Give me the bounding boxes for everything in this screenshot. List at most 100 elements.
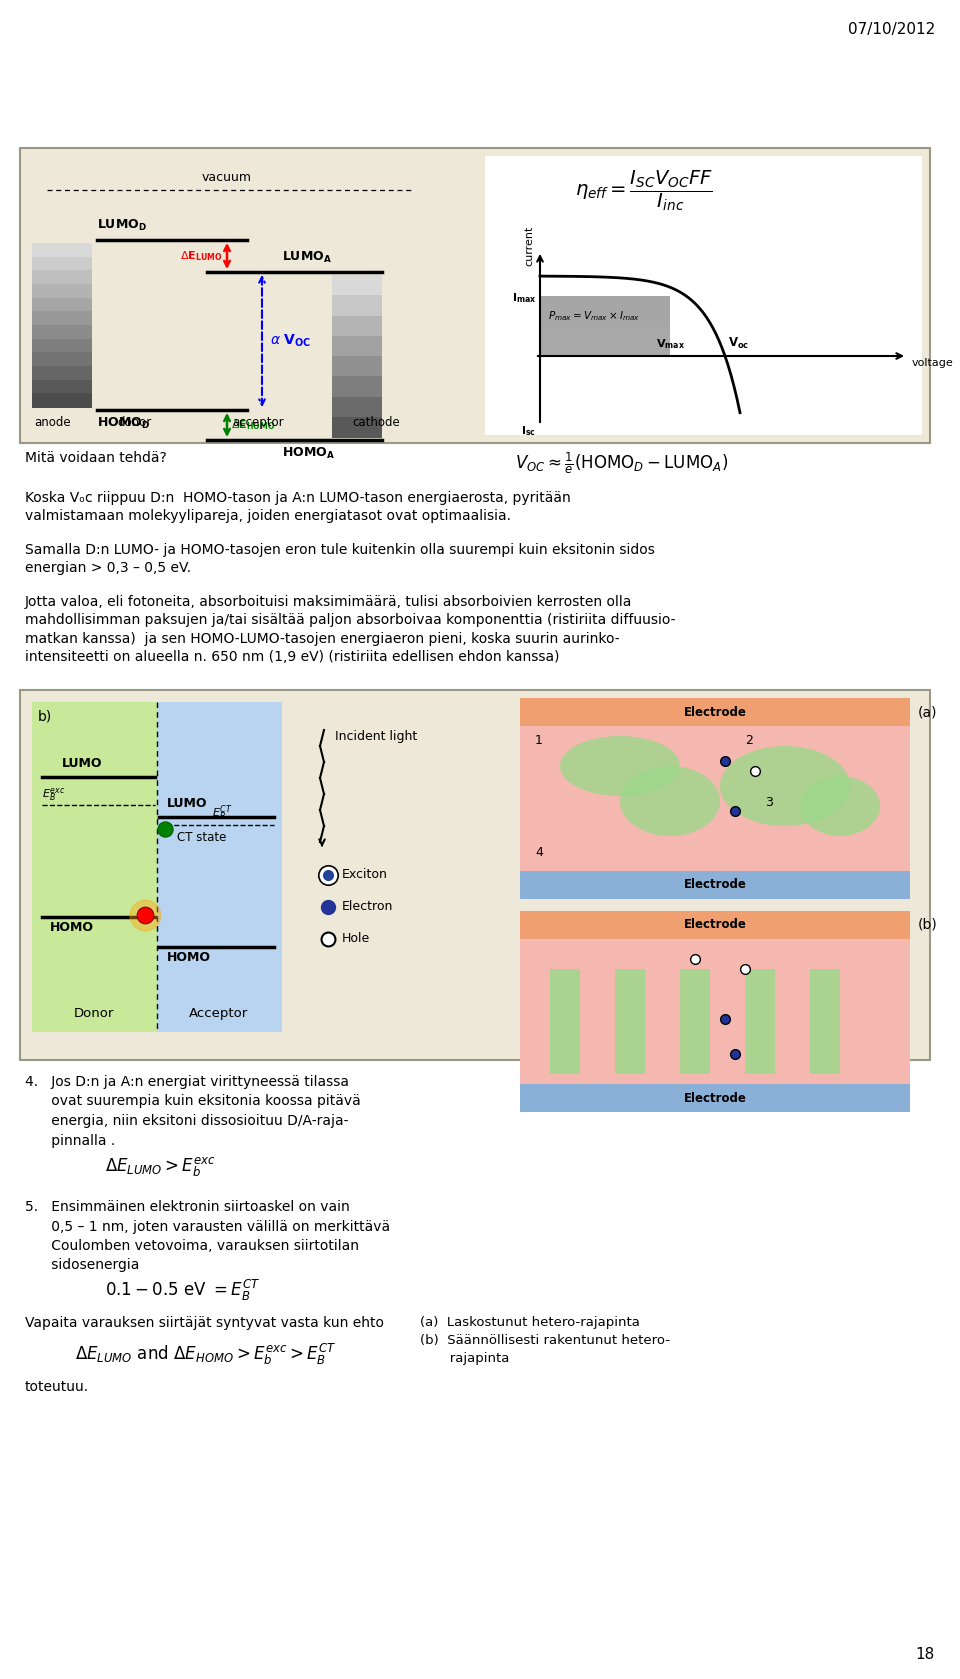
Bar xyxy=(540,296,670,356)
Bar xyxy=(32,297,92,312)
Bar xyxy=(20,148,930,443)
Text: Exciton: Exciton xyxy=(342,868,388,881)
Text: $\Delta\mathbf{E_{LUMO}}$: $\Delta\mathbf{E_{LUMO}}$ xyxy=(180,248,222,264)
Text: 5.   Ensimmäinen elektronin siirtoaskel on vain
      0,5 – 1 nm, joten varauste: 5. Ensimmäinen elektronin siirtoaskel on… xyxy=(25,1200,390,1273)
Text: Mitä voidaan tehdä?: Mitä voidaan tehdä? xyxy=(25,452,167,465)
Text: LUMO: LUMO xyxy=(62,757,103,771)
Text: toteutuu.: toteutuu. xyxy=(25,1380,89,1394)
Text: $\eta_{eff} = \dfrac{I_{SC}V_{OC}FF}{I_{inc}}$: $\eta_{eff} = \dfrac{I_{SC}V_{OC}FF}{I_{… xyxy=(575,168,713,213)
Text: HOMO: HOMO xyxy=(167,950,211,964)
Text: Samalla D:n LUMO- ja HOMO-tasojen eron tule kuitenkin olla suurempi kuin eksiton: Samalla D:n LUMO- ja HOMO-tasojen eron t… xyxy=(25,542,655,576)
Text: $\mathbf{V_{oc}}$: $\mathbf{V_{oc}}$ xyxy=(728,336,749,351)
Ellipse shape xyxy=(800,776,880,836)
Text: Jotta valoa, eli fotoneita, absorboituisi maksimimäärä, tulisi absorboivien kerr: Jotta valoa, eli fotoneita, absorboituis… xyxy=(25,594,676,665)
Bar xyxy=(332,416,382,438)
Text: Electrode: Electrode xyxy=(684,1091,747,1105)
Bar xyxy=(520,1085,910,1111)
Text: 07/10/2012: 07/10/2012 xyxy=(848,22,935,37)
Text: acceptor: acceptor xyxy=(232,416,283,430)
Text: $P_{max} = V_{max} \times I_{max}$: $P_{max} = V_{max} \times I_{max}$ xyxy=(548,309,640,322)
Text: Electrode: Electrode xyxy=(684,918,747,932)
Bar xyxy=(32,311,92,326)
Text: (a)  Laskostunut hetero-rajapinta
(b)  Säännöllisesti rakentunut hetero-
       : (a) Laskostunut hetero-rajapinta (b) Sää… xyxy=(420,1316,670,1365)
Bar xyxy=(32,243,92,257)
Text: CT state: CT state xyxy=(177,831,227,845)
Bar xyxy=(32,339,92,353)
Bar xyxy=(20,690,930,1059)
Bar xyxy=(32,393,92,408)
Text: $\Delta\mathbf{E_{HOMO}}$: $\Delta\mathbf{E_{HOMO}}$ xyxy=(231,418,276,432)
Text: anode: anode xyxy=(34,416,71,430)
Text: LUMO: LUMO xyxy=(167,798,207,809)
Text: $E_B^{CT}$: $E_B^{CT}$ xyxy=(212,803,232,823)
Bar xyxy=(810,969,840,1075)
Bar xyxy=(520,871,910,898)
Text: $V_{OC} \approx \frac{1}{e}(\mathrm{HOMO}_D - \mathrm{LUMO}_A)$: $V_{OC} \approx \frac{1}{e}(\mathrm{HOMO… xyxy=(515,452,729,477)
Text: current: current xyxy=(524,225,534,267)
Bar xyxy=(32,270,92,285)
Bar xyxy=(32,326,92,339)
Bar xyxy=(520,912,910,939)
Bar xyxy=(32,366,92,381)
Bar xyxy=(32,257,92,272)
Bar xyxy=(745,969,775,1075)
Text: Electron: Electron xyxy=(342,900,394,913)
Bar xyxy=(540,326,670,356)
Bar xyxy=(520,939,910,1085)
Bar xyxy=(550,969,580,1075)
Bar xyxy=(520,698,910,725)
Text: (b): (b) xyxy=(918,918,938,932)
Text: $\mathbf{HOMO_A}$: $\mathbf{HOMO_A}$ xyxy=(282,447,335,462)
Bar xyxy=(32,353,92,368)
Text: Koska Vₒᴄ riippuu D:n  HOMO-tason ja A:n LUMO-tason energiaerosta, pyritään
valm: Koska Vₒᴄ riippuu D:n HOMO-tason ja A:n … xyxy=(25,490,571,524)
Text: 1: 1 xyxy=(535,734,542,747)
Text: HOMO: HOMO xyxy=(50,922,94,934)
Text: $0.1 - 0.5$ eV $= E_B^{CT}$: $0.1 - 0.5$ eV $= E_B^{CT}$ xyxy=(105,1278,260,1303)
Text: $\Delta E_{LUMO}$ and $\Delta E_{HOMO} > E_b^{exc} > E_B^{CT}$: $\Delta E_{LUMO}$ and $\Delta E_{HOMO} >… xyxy=(75,1342,336,1367)
Text: Electrode: Electrode xyxy=(684,878,747,892)
Text: $\mathbf{HOMO_D}$: $\mathbf{HOMO_D}$ xyxy=(97,416,150,432)
Bar xyxy=(332,336,382,358)
Text: $\Delta E_{LUMO} > E_b^{exc}$: $\Delta E_{LUMO} > E_b^{exc}$ xyxy=(105,1155,216,1179)
Bar xyxy=(32,379,92,395)
Text: Hole: Hole xyxy=(342,932,371,945)
Text: 4: 4 xyxy=(535,846,542,860)
Bar xyxy=(332,396,382,418)
Text: Incident light: Incident light xyxy=(335,730,418,744)
Text: $\alpha$ $\mathbf{V_{OC}}$: $\alpha$ $\mathbf{V_{OC}}$ xyxy=(270,332,311,349)
Text: cathode: cathode xyxy=(352,416,399,430)
Text: (a): (a) xyxy=(918,705,938,719)
Text: voltage: voltage xyxy=(912,358,953,368)
Text: Donor: Donor xyxy=(74,1007,114,1021)
Text: 4.   Jos D:n ja A:n energiat virittyneessä tilassa
      ovat suurempia kuin eks: 4. Jos D:n ja A:n energiat virittyneessä… xyxy=(25,1075,361,1147)
Bar xyxy=(332,376,382,398)
Text: $\mathbf{LUMO_D}$: $\mathbf{LUMO_D}$ xyxy=(97,218,147,233)
Bar xyxy=(157,702,282,1033)
Text: b): b) xyxy=(38,710,52,724)
Ellipse shape xyxy=(560,735,680,796)
Ellipse shape xyxy=(620,766,720,836)
Text: $E_B^{exc}$: $E_B^{exc}$ xyxy=(42,786,65,803)
Text: Acceptor: Acceptor xyxy=(189,1007,249,1021)
Bar xyxy=(520,725,910,871)
Text: 3: 3 xyxy=(765,796,773,809)
Text: 18: 18 xyxy=(916,1647,935,1662)
Bar xyxy=(332,275,382,296)
Bar xyxy=(332,316,382,337)
Bar xyxy=(332,296,382,317)
Text: $\mathbf{I_{max}}$: $\mathbf{I_{max}}$ xyxy=(512,290,536,306)
Bar xyxy=(485,156,922,435)
Bar xyxy=(32,702,157,1033)
Bar xyxy=(680,969,710,1075)
Ellipse shape xyxy=(720,745,850,826)
Text: Vapaita varauksen siirtäjät syntyvat vasta kun ehto: Vapaita varauksen siirtäjät syntyvat vas… xyxy=(25,1316,384,1330)
Bar xyxy=(32,284,92,299)
Text: Electrode: Electrode xyxy=(684,705,747,719)
Bar xyxy=(332,356,382,378)
Text: $\mathbf{I_{sc}}$: $\mathbf{I_{sc}}$ xyxy=(521,425,536,438)
Text: donor: donor xyxy=(117,416,152,430)
Text: vacuum: vacuum xyxy=(202,171,252,185)
Text: $\mathbf{V_{max}}$: $\mathbf{V_{max}}$ xyxy=(656,337,684,351)
Text: $\mathbf{LUMO_A}$: $\mathbf{LUMO_A}$ xyxy=(282,250,332,265)
Bar xyxy=(615,969,645,1075)
